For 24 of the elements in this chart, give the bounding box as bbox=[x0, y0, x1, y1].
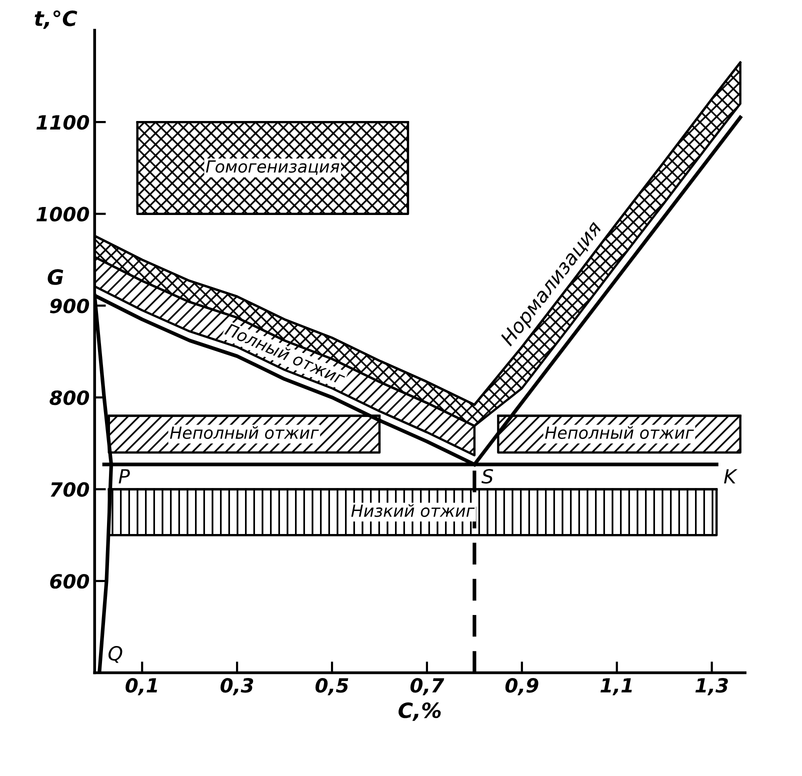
y-tick-label: 1100 bbox=[36, 115, 90, 130]
x-tick-label: 0,7 bbox=[410, 678, 444, 696]
x-axis-title: C,% bbox=[398, 702, 441, 721]
y-axis-title: t,°C bbox=[34, 10, 78, 29]
y-tick-label: 1000 bbox=[36, 206, 90, 222]
annotation: G bbox=[48, 269, 64, 285]
annotation: Q bbox=[108, 646, 122, 663]
y-tick-label: 600 bbox=[50, 574, 90, 589]
series-label: Низкий отжиг bbox=[351, 504, 475, 517]
series-label: Неполный отжиг bbox=[170, 426, 319, 439]
x-tick-label: 1,1 bbox=[600, 678, 632, 696]
x-tick-label: 0,1 bbox=[126, 678, 158, 696]
x-tick-label: 1,3 bbox=[695, 678, 728, 696]
text: Гомогенизация bbox=[206, 160, 340, 175]
y-tick-label: 700 bbox=[50, 482, 90, 497]
annotation: P bbox=[118, 469, 130, 484]
annotation: S bbox=[482, 468, 494, 484]
x-tick-label: 0,5 bbox=[315, 678, 348, 696]
annotation: K bbox=[724, 469, 738, 484]
x-tick-label: 0,9 bbox=[505, 678, 538, 696]
y-tick-label: 900 bbox=[50, 298, 90, 314]
series-label: Неполный отжиг bbox=[545, 426, 694, 439]
x-tick-label: 0,3 bbox=[220, 678, 254, 696]
y-tick-label: 800 bbox=[50, 390, 90, 406]
